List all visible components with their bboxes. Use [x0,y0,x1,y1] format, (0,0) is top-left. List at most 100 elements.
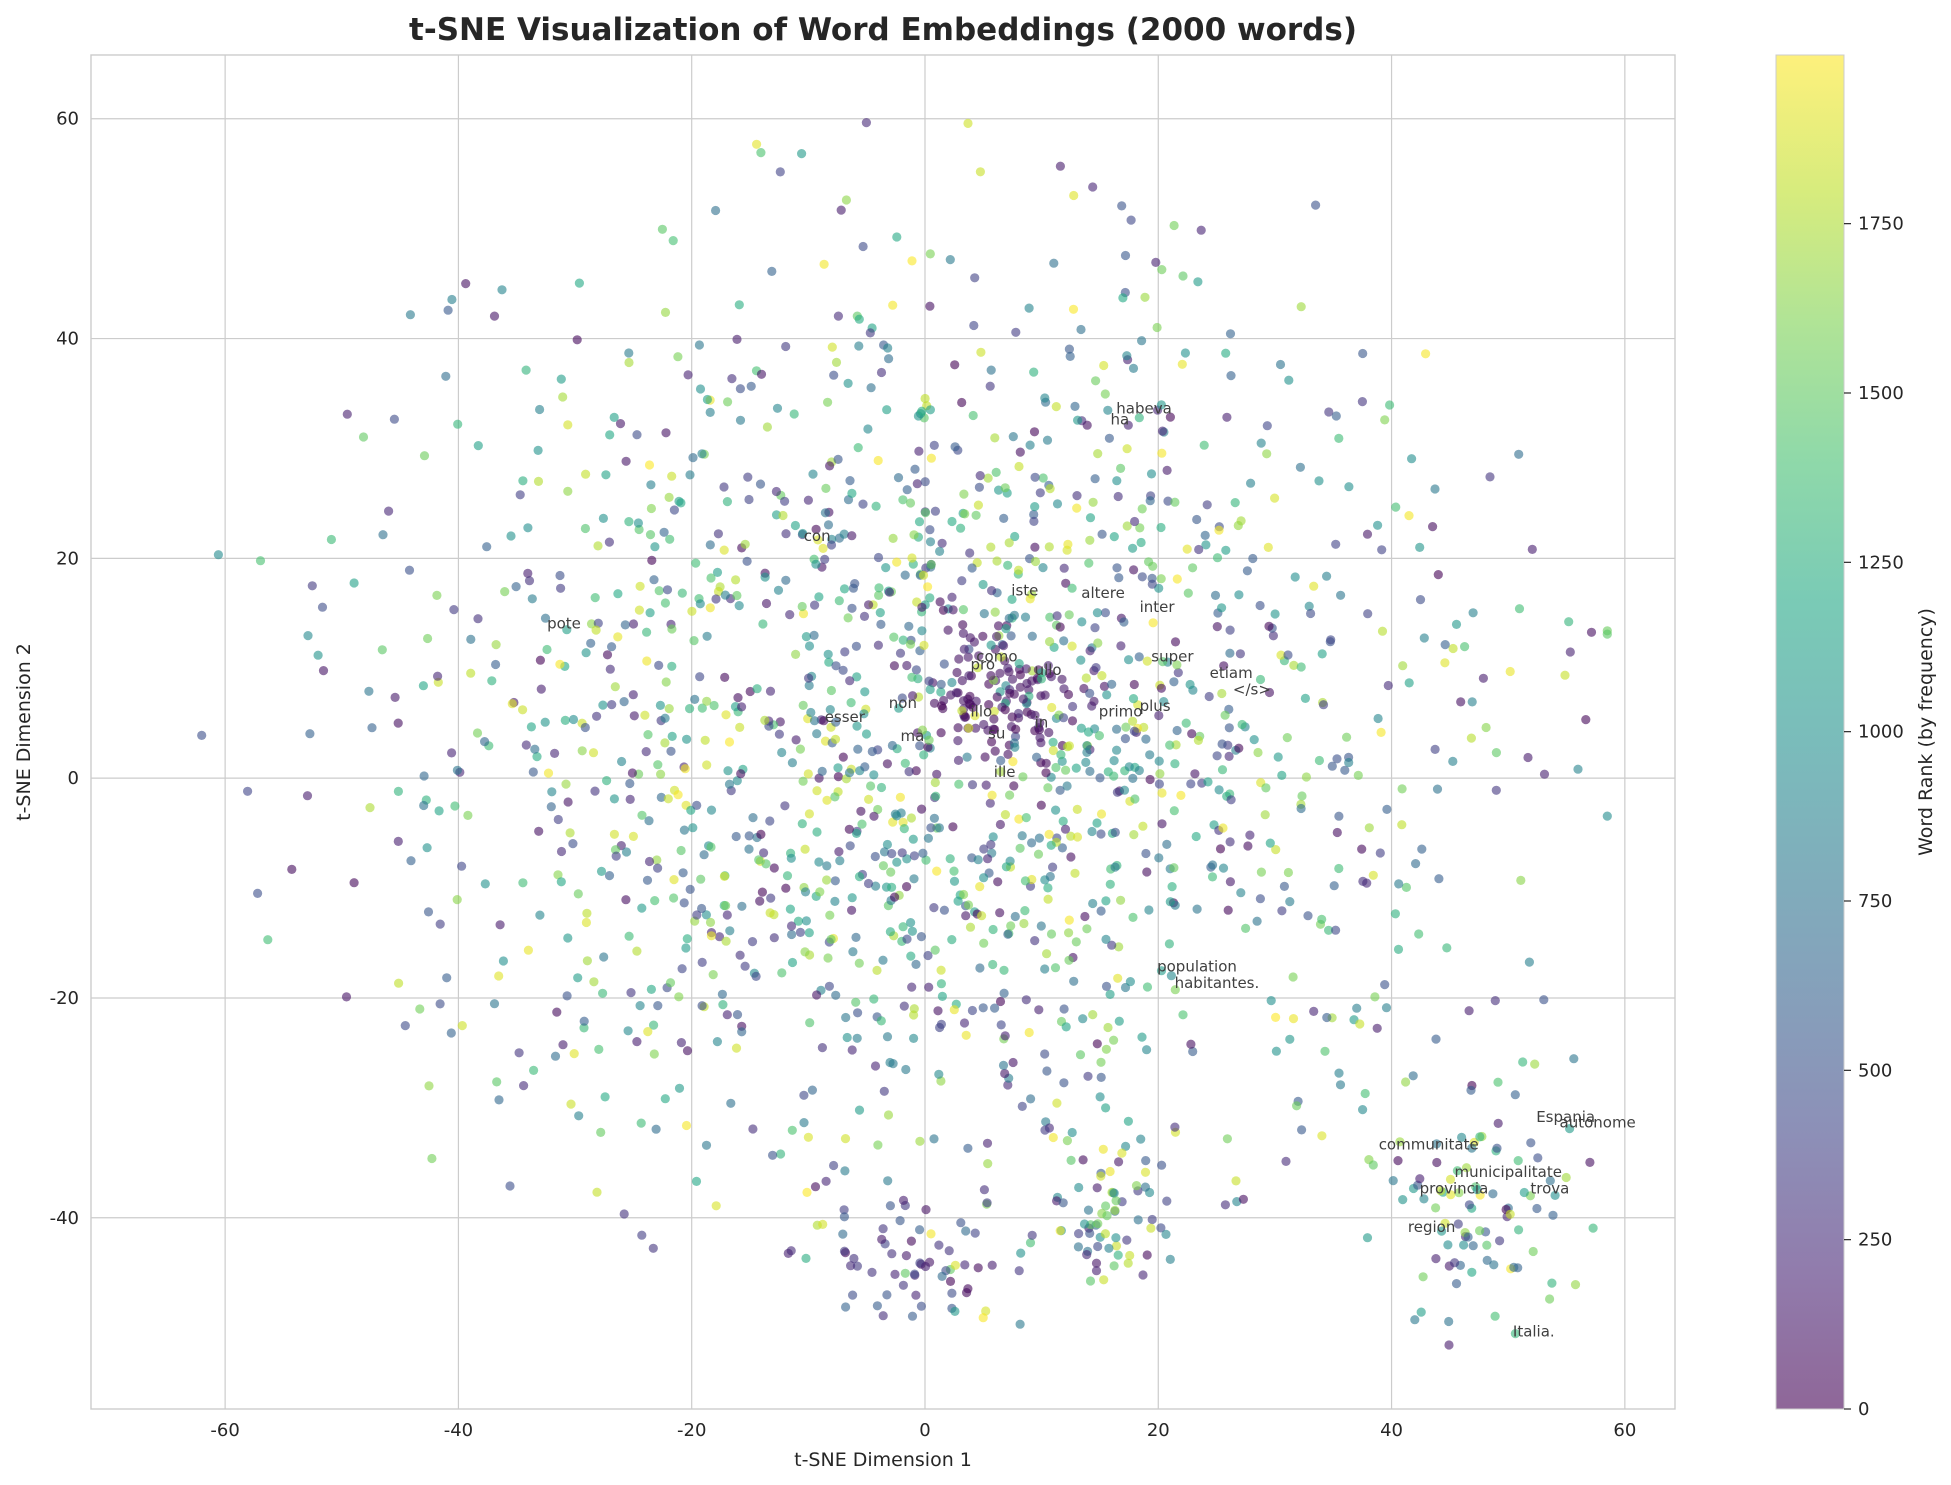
data-point [925,405,936,415]
data-point [982,1198,992,1208]
data-point [543,768,554,778]
data-point [998,641,1009,651]
data-point [1357,397,1367,407]
data-point [858,241,868,252]
data-point [897,848,907,858]
data-point [668,236,678,246]
data-point [774,729,785,739]
data-point [803,1132,814,1142]
data-point [752,139,762,149]
data-point [907,256,917,266]
data-point [1440,640,1450,650]
data-point [1101,981,1112,992]
data-point [839,584,850,594]
data-point [1317,914,1327,925]
data-point [756,148,766,158]
data-point [965,548,975,558]
data-point [406,856,416,866]
data-point [642,875,653,885]
data-point [1112,476,1122,486]
data-point [1401,1077,1411,1087]
data-point [724,737,735,747]
data-point [1036,668,1047,678]
data-point [1091,663,1101,673]
data-point [613,632,623,642]
data-point [988,832,998,842]
data-point [925,593,935,603]
data-point [761,598,772,609]
data-point [617,756,627,767]
data-point [1335,1080,1346,1090]
data-point [726,1098,736,1108]
data-point [683,370,693,380]
data-point [979,1185,990,1195]
data-point [825,461,835,471]
data-point [568,714,579,725]
data-point [695,672,705,682]
data-point [491,640,501,650]
data-point [519,1081,529,1091]
data-point [1059,1078,1069,1088]
data-point [1442,943,1452,953]
data-point [1226,371,1236,381]
data-point [364,686,374,696]
data-point [789,409,799,419]
word-annotation: Italia. [1513,1323,1555,1341]
data-point [802,1187,812,1197]
data-point [866,383,876,393]
data-point [799,1090,809,1100]
data-point [589,977,599,987]
data-point [1145,774,1155,785]
data-point [798,776,808,786]
data-point [824,981,835,991]
data-point [1092,1183,1102,1193]
data-point [533,476,544,486]
data-point [1169,806,1179,816]
data-point [1170,985,1180,995]
data-point [1098,1144,1108,1154]
data-point [1314,476,1324,486]
data-point [1246,478,1256,488]
data-point [535,404,545,415]
data-point [910,464,920,474]
data-point [1256,867,1266,877]
data-point [495,920,505,930]
data-point [948,605,958,615]
data-point [879,847,890,857]
data-point [908,834,918,844]
data-point [936,687,946,697]
data-point [975,167,986,177]
data-point [1128,363,1139,373]
data-point [1397,820,1407,830]
x-axis-label: t-SNE Dimension 1 [794,1449,972,1471]
data-point [1049,258,1059,268]
data-point [1550,1190,1560,1200]
data-point [659,527,669,537]
data-point [1475,1226,1485,1236]
data-point [1530,1059,1540,1069]
data-point [643,730,653,740]
data-point [528,767,538,777]
data-point [1207,872,1218,882]
data-point [1547,1278,1557,1288]
data-point [947,592,957,602]
data-point [1128,716,1138,726]
data-point [1083,727,1094,737]
data-point [885,1201,896,1211]
data-point [692,910,702,920]
data-point [847,488,857,498]
data-point [1234,590,1244,600]
y-tick-label: 0 [68,768,79,789]
data-point [814,857,824,867]
data-point [892,232,902,242]
data-point [657,224,668,234]
data-point [1436,1186,1446,1196]
colorbar-tick-label: 1000 [1858,722,1904,743]
data-point [1393,944,1404,955]
colorbar-tick-label: 1250 [1858,552,1904,573]
data-point [871,881,881,891]
data-point [1212,622,1222,632]
data-point [1008,432,1018,442]
data-point [579,1016,589,1026]
data-point [1188,563,1198,573]
